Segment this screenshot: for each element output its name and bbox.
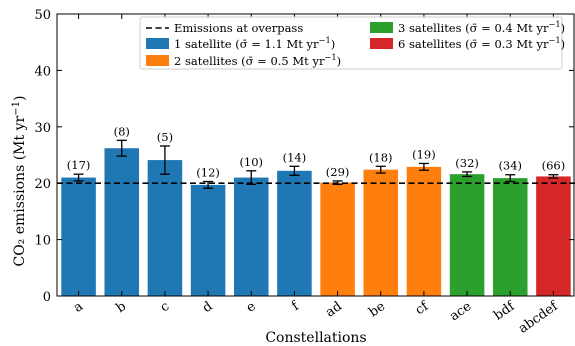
count-label-bdf: (34) [498,159,522,173]
legend-swatch-3 [370,22,393,33]
bar-bdf [492,178,528,296]
plot-frame [56,13,575,297]
x-tick-label-ad: ad [323,299,345,321]
count-labels-layer: (17) (8) (5) (12) (10) (14) (29) (18) (19) (32) (3… [67,124,565,179]
y-axis-label: CO₂ emissions (Mt yr−1) [11,95,29,266]
bar-c [147,160,183,296]
x-tick-label-ace: ace [447,299,474,324]
y-tick-label: 40 [34,64,51,79]
x-tick-label-be: be [366,299,388,321]
x-tick-label-abcdef: abcdef [516,298,562,336]
x-axis-label: Constellations [265,330,366,346]
bar-f [277,170,312,296]
bar-ace [449,174,485,296]
y-tick-label: 50 [34,8,51,23]
count-label-be: (18) [369,150,393,164]
count-label-cf: (19) [412,147,436,161]
bar-b [104,148,140,296]
y-tick-label: 0 [43,290,51,305]
legend-swatch-1 [146,38,169,49]
x-tick-label-f: f [289,298,303,314]
y-tick-label: 30 [34,121,51,136]
x-tick-label-b: b [114,299,129,316]
legend-frame [139,16,563,70]
count-label-c: (5) [157,130,173,144]
legend-label-reference: Emissions at overpass [174,21,303,35]
bar-a [61,177,96,296]
count-label-d: (12) [196,166,220,180]
count-label-ace: (32) [455,156,479,170]
count-label-e: (10) [239,155,263,169]
count-label-a: (17) [67,158,91,172]
y-tick-label: 20 [34,177,51,192]
x-tick-label-a: a [71,299,86,316]
y-tick-label: 10 [34,234,51,249]
x-tick-label-d: d [200,299,215,316]
bar-ad [320,182,355,296]
legend-swatch-2 [146,55,169,66]
bar-abcdef [536,176,571,296]
legend-label-3: 3 satellites (σ̄ = 0.4 Mt yr−1) [398,19,565,35]
x-tick-label-e: e [244,299,259,316]
bar-be [363,169,399,296]
legend-swatch-4 [370,38,393,49]
count-label-b: (8) [114,124,130,138]
x-tick-label-cf: cf [413,298,432,318]
count-label-f: (14) [283,150,307,164]
legend-label-2: 2 satellites (σ̄ = 0.5 Mt yr−1) [174,52,341,68]
count-label-ad: (29) [326,165,350,179]
legend-label-4: 6 satellites (σ̄ = 0.3 Mt yr−1) [398,35,565,51]
bar-e [233,177,269,296]
x-tick-label-c: c [158,299,173,315]
bar-d [190,184,226,296]
bar-cf [406,166,442,296]
x-tick-label-bdf: bdf [491,298,518,323]
bars-layer [61,139,571,296]
legend-label-1: 1 satellite (σ̄ = 1.1 Mt yr−1) [174,35,335,51]
count-label-abcdef: (66) [542,159,566,173]
